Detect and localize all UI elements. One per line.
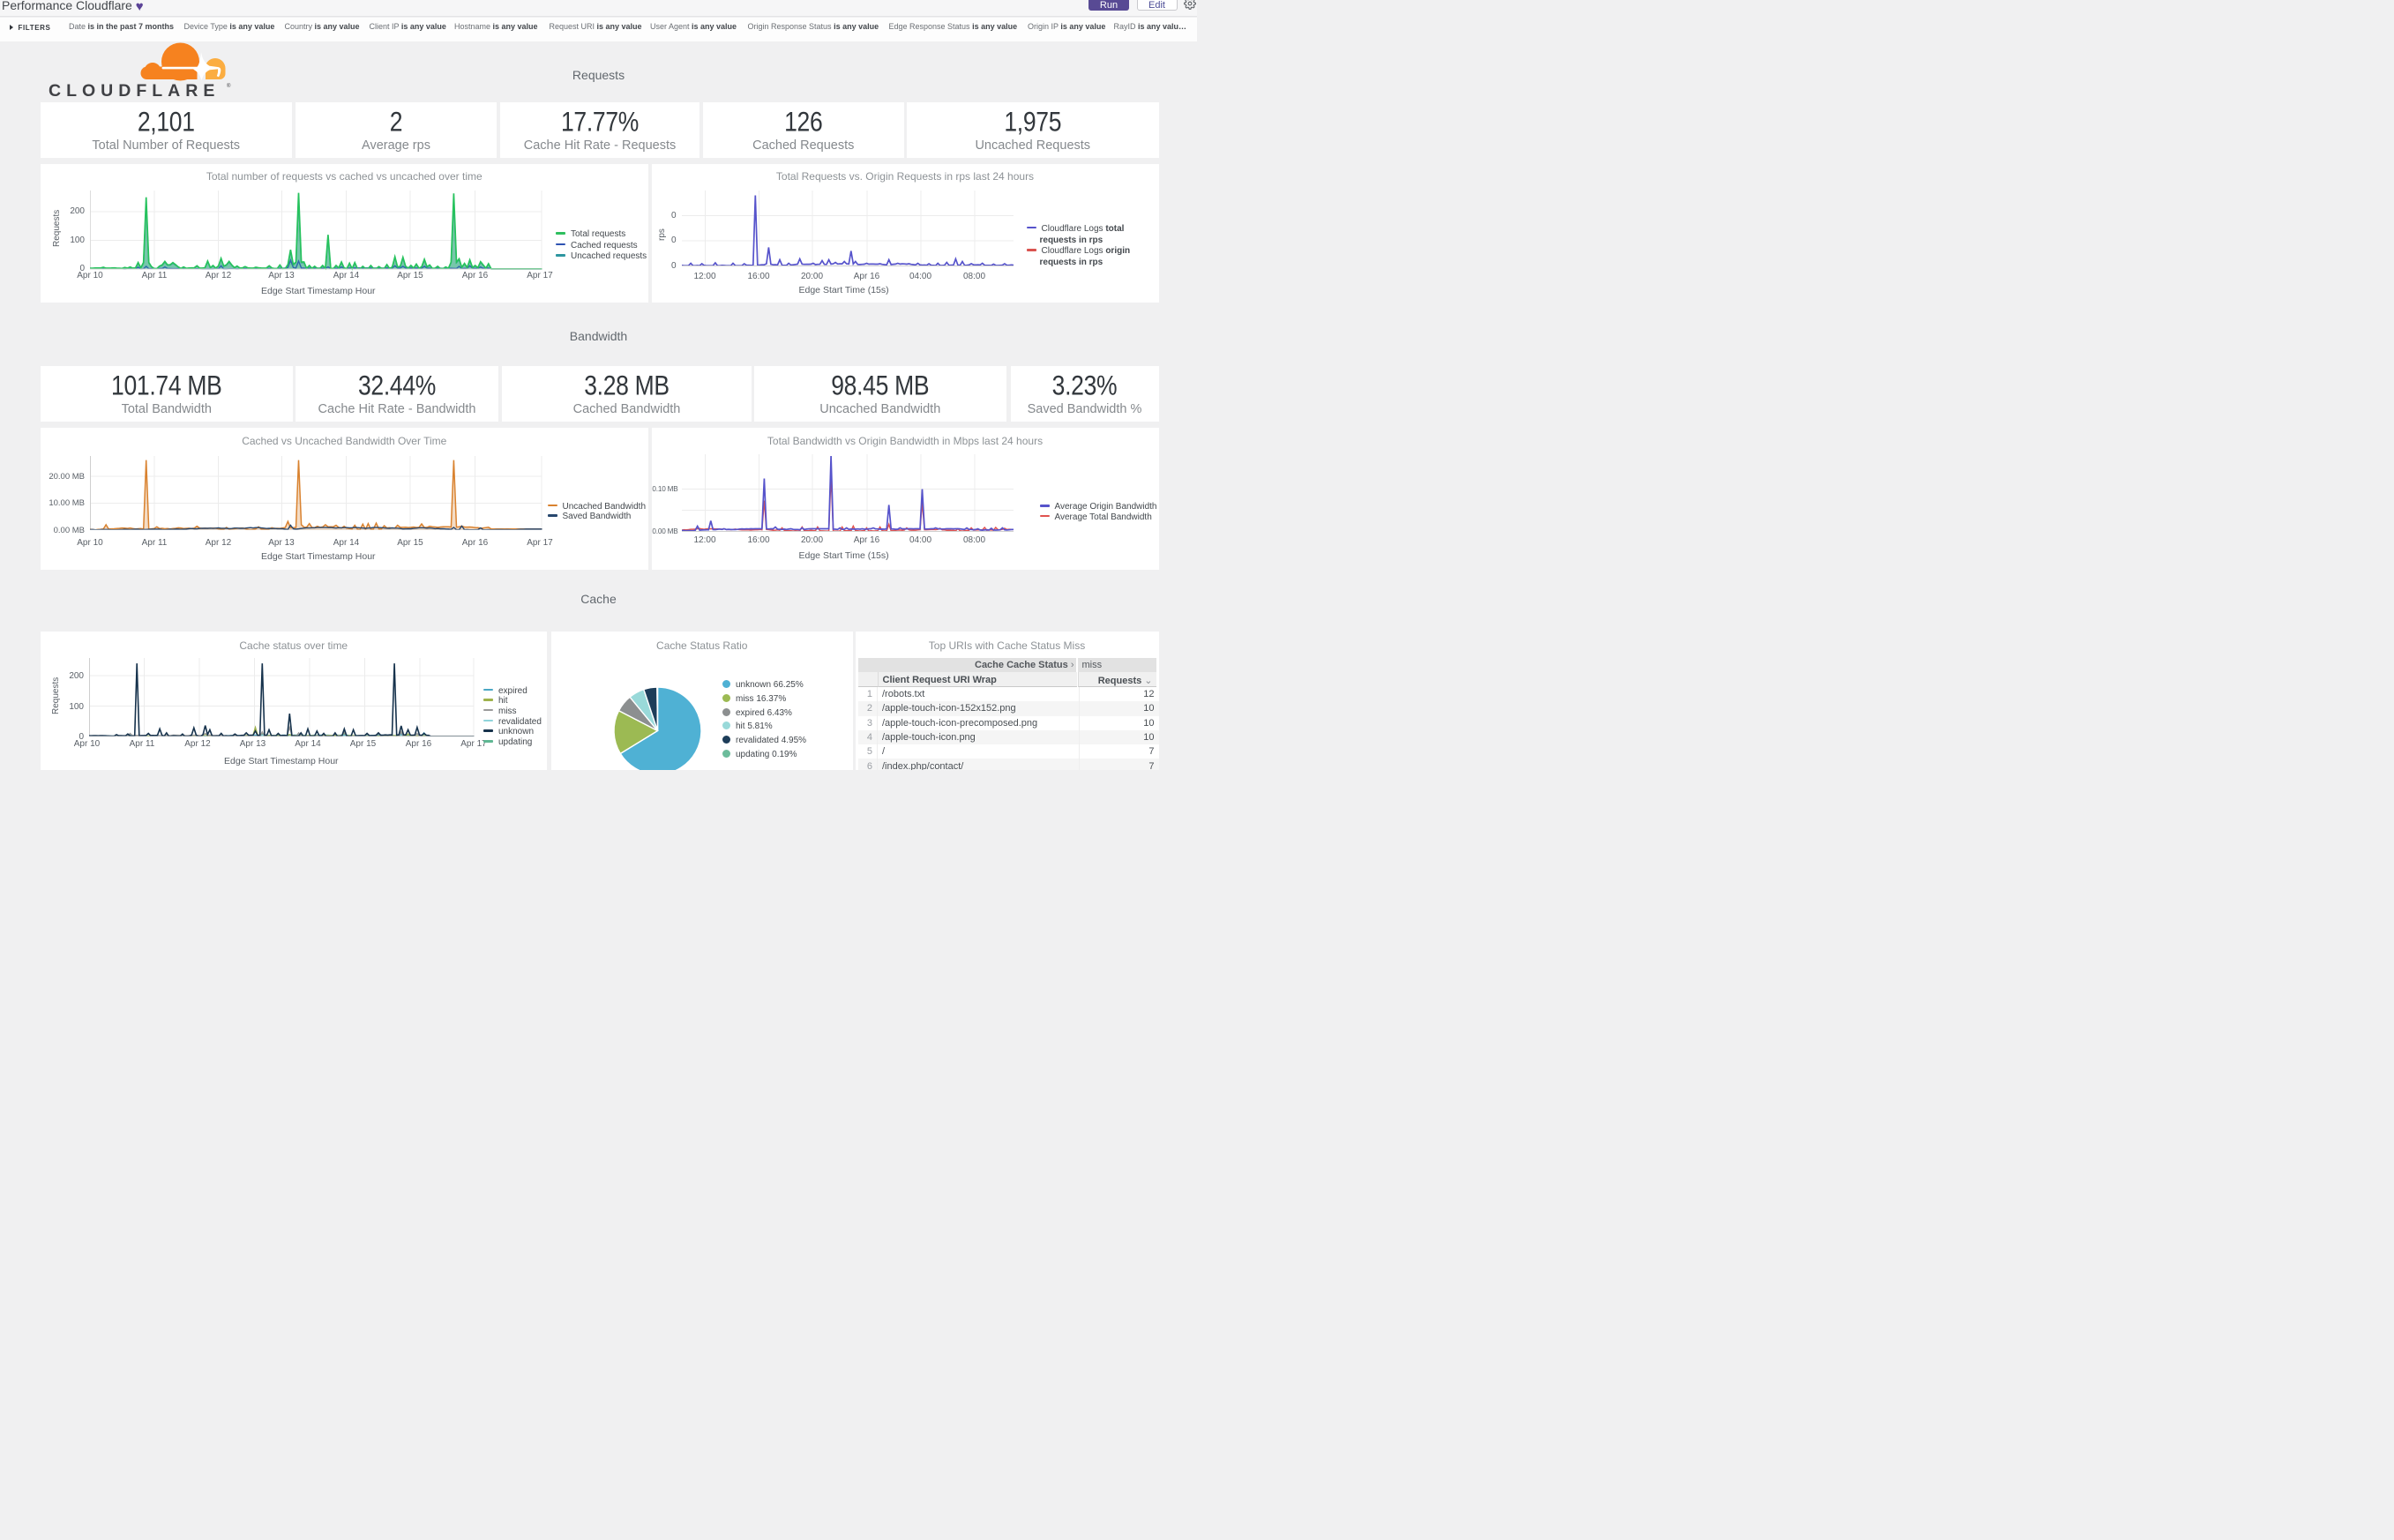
svg-text:®: ® xyxy=(227,83,231,89)
svg-text:CLOUDFLARE: CLOUDFLARE xyxy=(49,81,220,100)
